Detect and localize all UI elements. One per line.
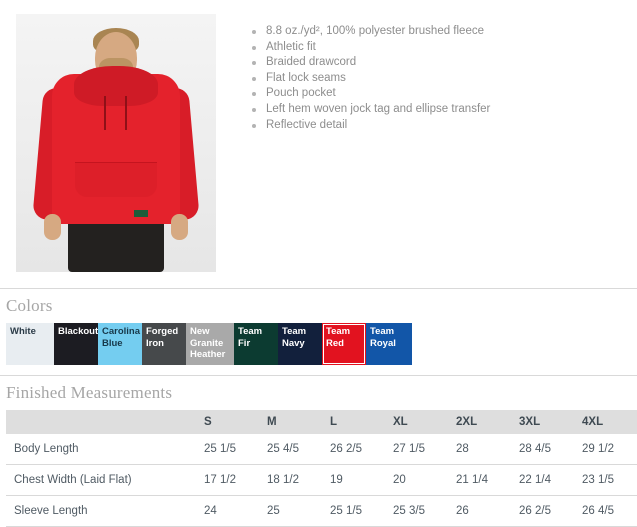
divider-above-colors xyxy=(0,288,637,289)
color-swatch[interactable]: Team Navy xyxy=(278,323,322,365)
table-header-row: S M L XL 2XL 3XL 4XL xyxy=(6,410,637,434)
color-swatch-label: Blackout xyxy=(58,326,98,337)
measurements-heading: Finished Measurements xyxy=(6,383,173,402)
measurement-cell: 20 xyxy=(393,474,406,486)
measurement-cell: 25 1/5 xyxy=(330,505,362,517)
divider-below-colors xyxy=(0,375,637,376)
pouch-pocket xyxy=(75,162,157,197)
finished-measurements-table: S M L XL 2XL 3XL 4XL Body Length 25 1/5 25… xyxy=(6,410,637,527)
measurement-row-label: Chest Width (Laid Flat) xyxy=(14,474,132,486)
measurement-cell: 19 xyxy=(330,474,343,486)
column-header-label xyxy=(6,410,204,434)
color-swatch-label: Team Navy xyxy=(282,326,307,349)
jock-tag xyxy=(134,210,148,217)
measurement-cell: 26 xyxy=(456,505,469,517)
color-swatch-label: Forged Iron xyxy=(146,326,179,349)
measurement-cell: 25 xyxy=(267,505,280,517)
column-header-l: L xyxy=(330,410,393,434)
color-swatch[interactable]: White xyxy=(6,323,54,365)
column-header-3xl: 3XL xyxy=(519,410,582,434)
list-item: 8.8 oz./yd², 100% polyester brushed flee… xyxy=(252,24,623,40)
measurement-cell: 26 2/5 xyxy=(330,443,362,455)
table-row: Sleeve Length 24 25 25 1/5 25 3/5 26 26 2/5 26 … xyxy=(6,496,637,527)
model-hand-right xyxy=(171,214,188,240)
measurement-cell: 26 4/5 xyxy=(582,505,614,517)
list-item: Pouch pocket xyxy=(252,86,623,102)
color-swatch[interactable]: Carolina Blue xyxy=(98,323,142,365)
list-item: Left hem woven jock tag and ellipse tran… xyxy=(252,102,623,118)
color-swatch-label: Team Red xyxy=(326,326,351,349)
measurement-cell: 25 4/5 xyxy=(267,443,299,455)
list-item: Reflective detail xyxy=(252,118,623,134)
color-swatch[interactable]: Blackout xyxy=(54,323,98,365)
measurement-cell: 23 1/5 xyxy=(582,474,614,486)
measurement-cell: 24 xyxy=(204,505,217,517)
measurement-cell: 26 2/5 xyxy=(519,505,551,517)
table-row: Body Length 25 1/5 25 4/5 26 2/5 27 1/5 28 28 … xyxy=(6,434,637,465)
drawcord-right xyxy=(125,96,127,130)
colors-heading: Colors xyxy=(6,296,53,315)
color-swatch[interactable]: Team Royal xyxy=(366,323,412,365)
column-header-xl: XL xyxy=(393,410,456,434)
measurement-cell: 18 1/2 xyxy=(267,474,299,486)
measurement-cell: 29 1/2 xyxy=(582,443,614,455)
drawcord-left xyxy=(104,96,106,130)
table-body: Body Length 25 1/5 25 4/5 26 2/5 27 1/5 28 28 … xyxy=(6,434,637,527)
product-overview: 8.8 oz./yd², 100% polyester brushed flee… xyxy=(16,14,637,272)
measurement-cell: 22 1/4 xyxy=(519,474,551,486)
color-swatch-row: White Blackout Carolina Blue Forged Iron New… xyxy=(6,323,637,365)
model-hand-left xyxy=(44,214,61,240)
column-header-m: M xyxy=(267,410,330,434)
measurement-cell: 17 1/2 xyxy=(204,474,236,486)
measurement-cell: 25 1/5 xyxy=(204,443,236,455)
color-swatch[interactable]: Team Fir xyxy=(234,323,278,365)
color-swatch[interactable]: Team Red xyxy=(322,323,366,365)
column-header-4xl: 4XL xyxy=(582,410,637,434)
list-item: Athletic fit xyxy=(252,40,623,56)
column-header-s: S xyxy=(204,410,267,434)
product-feature-list: 8.8 oz./yd², 100% polyester brushed flee… xyxy=(216,24,637,133)
list-item: Braided drawcord xyxy=(252,55,623,71)
measurement-cell: 28 4/5 xyxy=(519,443,551,455)
list-item: Flat lock seams xyxy=(252,71,623,87)
measurement-row-label: Body Length xyxy=(14,443,79,455)
color-swatch-label: White xyxy=(10,326,36,337)
table-header: S M L XL 2XL 3XL 4XL xyxy=(6,410,637,434)
measurement-cell: 28 xyxy=(456,443,469,455)
product-image[interactable] xyxy=(16,14,216,272)
measurement-cell: 27 1/5 xyxy=(393,443,425,455)
hoodie-hood xyxy=(74,66,158,106)
column-header-2xl: 2XL xyxy=(456,410,519,434)
color-swatch-label: Carolina Blue xyxy=(102,326,141,349)
measurement-row-label: Sleeve Length xyxy=(14,505,88,517)
color-swatch-label: New Granite Heather xyxy=(190,326,226,360)
color-swatch-label: Team Royal xyxy=(370,326,396,349)
model-pants xyxy=(68,220,164,272)
color-swatch[interactable]: Forged Iron xyxy=(142,323,186,365)
color-swatch[interactable]: New Granite Heather xyxy=(186,323,234,365)
measurement-cell: 25 3/5 xyxy=(393,505,425,517)
table-row: Chest Width (Laid Flat) 17 1/2 18 1/2 19 20 2… xyxy=(6,465,637,496)
color-swatch-label: Team Fir xyxy=(238,326,263,349)
measurement-cell: 21 1/4 xyxy=(456,474,488,486)
